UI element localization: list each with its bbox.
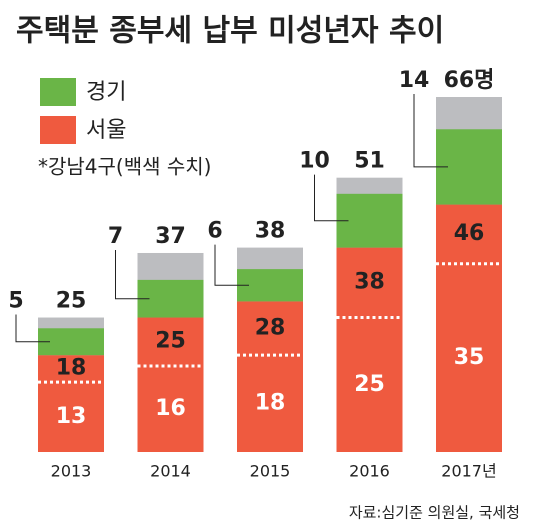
bar [38,355,104,452]
leader-line [115,249,150,300]
value-label: 14 [399,68,430,93]
leader-line [314,174,349,222]
x-tick-label: 2014 [150,462,191,481]
value-label: 13 [56,404,87,429]
value-label: 46 [454,221,485,246]
value-label: 35 [454,345,485,370]
value-label: 10 [299,149,330,174]
total-label: 25 [56,289,87,314]
value-label: 5 [8,289,23,314]
x-tick-label: 2017년 [441,462,496,481]
x-tick-label: 2015 [250,462,291,481]
value-label: 6 [207,219,222,244]
value-label: 28 [255,315,286,340]
value-label: 7 [108,224,123,249]
bar [436,204,502,452]
total-label: 66명 [444,68,495,93]
bar [137,317,204,452]
legend-swatch [40,116,76,144]
chart-title: 주택분 종부세 납부 미성년자 추이 [16,14,444,49]
legend-swatch [40,78,76,106]
legend-note: *강남4구(백색 수치) [38,155,212,179]
value-label: 25 [354,372,385,397]
total-label: 37 [155,224,186,249]
legend-label: 서울 [86,118,126,143]
x-tick-label: 2016 [349,462,390,481]
value-label: 16 [155,396,186,421]
source: 자료:심기준 의원실, 국세청 [349,504,520,522]
leader-line [15,314,50,343]
leader-line [214,244,249,286]
leader-line [413,94,448,168]
value-label: 18 [56,356,87,381]
value-label: 38 [354,270,385,295]
value-label: 18 [255,391,286,416]
value-label: 25 [155,329,186,354]
legend-label: 경기 [86,80,126,105]
bar [237,301,303,452]
total-label: 51 [354,149,385,174]
x-tick-label: 2013 [51,462,92,481]
bar [336,247,403,452]
total-label: 38 [255,219,286,244]
